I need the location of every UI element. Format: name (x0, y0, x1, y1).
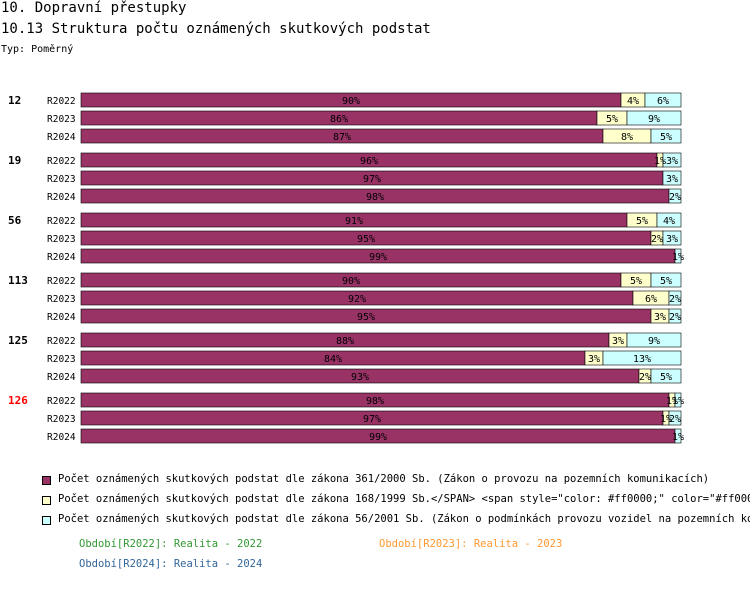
period-row-label: R2022 (47, 396, 76, 407)
data-label: 9% (648, 336, 660, 347)
data-label: 5% (606, 114, 618, 125)
data-label: 13% (633, 354, 651, 365)
group-label: 113 (8, 274, 28, 287)
data-label: 93% (351, 372, 369, 383)
period-row-label: R2024 (47, 192, 76, 203)
period-row-label: R2024 (47, 372, 76, 383)
data-label: 3% (666, 156, 678, 167)
data-label: 5% (660, 372, 672, 383)
data-label: 2% (651, 234, 663, 245)
group-label: 56 (8, 214, 22, 227)
data-label: 99% (369, 252, 387, 263)
period-row-label: R2024 (47, 432, 76, 443)
data-label: 2% (669, 312, 681, 323)
period-row-label: R2024 (47, 312, 76, 323)
group-label: 126 (8, 394, 28, 407)
data-label: 90% (342, 276, 360, 287)
data-label: 91% (345, 216, 363, 227)
period-label-r2023: Období[R2023]: Realita - 2023 (379, 538, 562, 550)
data-label: 98% (366, 192, 384, 203)
period-label-r2022: Období[R2022]: Realita - 2022 (79, 538, 262, 550)
data-label: 5% (660, 276, 672, 287)
data-label: 99% (369, 432, 387, 443)
data-label: 1% (672, 396, 684, 407)
data-label: 86% (330, 114, 348, 125)
data-label: 3% (654, 312, 666, 323)
period-label-r2024: Období[R2024]: Realita - 2024 (79, 558, 262, 570)
data-label: 5% (630, 276, 642, 287)
period-row-label: R2023 (47, 294, 76, 305)
legend-label-1: Počet oznámených skutkových podstat dle … (58, 473, 709, 485)
data-label: 95% (357, 234, 375, 245)
data-label: 96% (360, 156, 378, 167)
data-label: 92% (348, 294, 366, 305)
period-row-label: R2024 (47, 252, 76, 263)
period-row-label: R2022 (47, 276, 76, 287)
data-label: 97% (363, 174, 381, 185)
legend-swatch-2 (42, 496, 51, 505)
data-label: 4% (627, 96, 639, 107)
data-label: 3% (666, 234, 678, 245)
data-label: 6% (645, 294, 657, 305)
period-row-label: R2022 (47, 216, 76, 227)
period-row-label: R2023 (47, 414, 76, 425)
data-label: 6% (657, 96, 669, 107)
data-label: 90% (342, 96, 360, 107)
period-row-label: R2024 (47, 132, 76, 143)
period-row-label: R2023 (47, 174, 76, 185)
data-label: 95% (357, 312, 375, 323)
data-label: 84% (324, 354, 342, 365)
data-label: 1% (654, 156, 666, 167)
data-label: 87% (333, 132, 351, 143)
data-label: 9% (648, 114, 660, 125)
period-row-label: R2023 (47, 354, 76, 365)
data-label: 4% (663, 216, 675, 227)
period-row-label: R2022 (47, 96, 76, 107)
group-label: 12 (8, 94, 21, 107)
data-label: 98% (366, 396, 384, 407)
data-label: 1% (672, 252, 684, 263)
data-label: 5% (636, 216, 648, 227)
data-label: 1% (672, 432, 684, 443)
data-label: 2% (669, 294, 681, 305)
data-label: 5% (660, 132, 672, 143)
data-label: 8% (621, 132, 633, 143)
data-label: 3% (612, 336, 624, 347)
legend-label-2: Počet oznámených skutkových podstat dle … (58, 493, 750, 505)
data-label: 88% (336, 336, 354, 347)
period-row-label: R2022 (47, 336, 76, 347)
period-row-label: R2023 (47, 234, 76, 245)
data-label: 3% (666, 174, 678, 185)
stacked-bar-chart: 12 R2022 90% 4% 6%R2023 86% 5% 9%R2024 87% 8% 5%19… (0, 0, 750, 460)
legend-label-3: Počet oznámených skutkových podstat dle … (58, 513, 750, 525)
data-label: 97% (363, 414, 381, 425)
period-row-label: R2022 (47, 156, 76, 167)
data-label: 2% (639, 372, 651, 383)
data-label: 2% (669, 414, 681, 425)
group-label: 125 (8, 334, 28, 347)
data-label: 3% (588, 354, 600, 365)
legend-swatch-1 (42, 476, 51, 485)
group-label: 19 (8, 154, 21, 167)
period-row-label: R2023 (47, 114, 76, 125)
data-label: 2% (669, 192, 681, 203)
legend-swatch-3 (42, 516, 51, 525)
